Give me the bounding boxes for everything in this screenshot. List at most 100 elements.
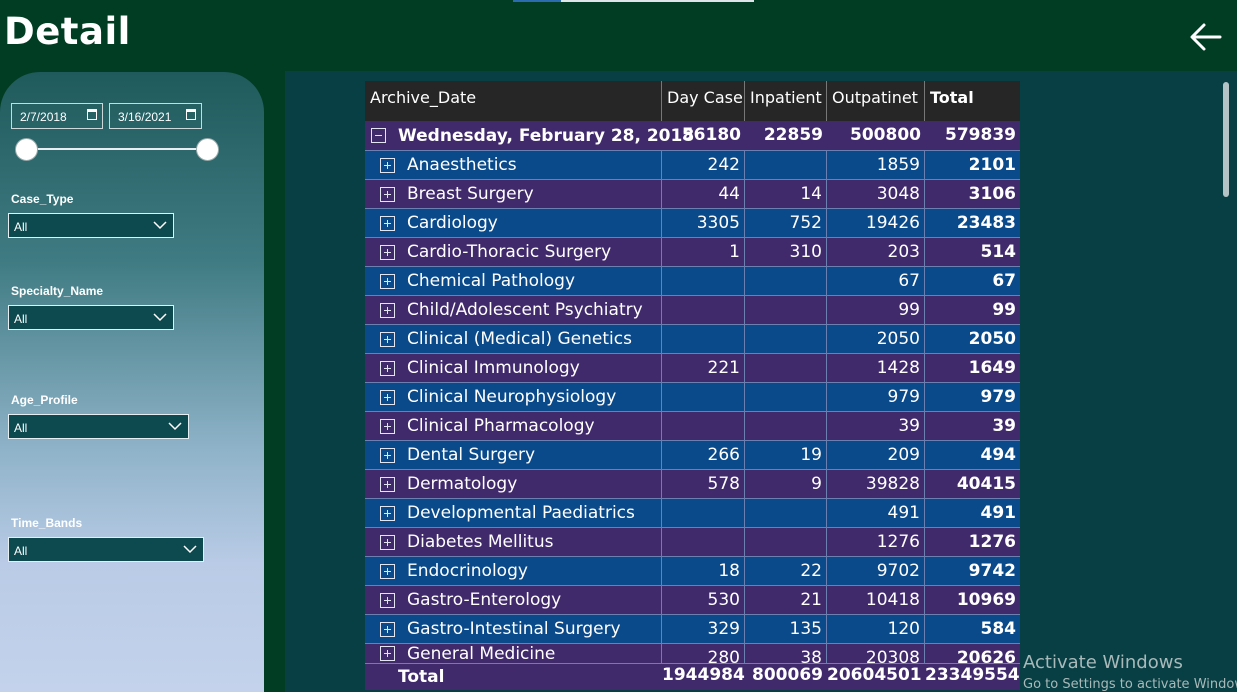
specialty-name-cell: Breast Surgery	[365, 180, 662, 208]
column-header-outpatient[interactable]: Outpatinet	[827, 81, 925, 121]
expand-icon[interactable]	[380, 389, 395, 405]
expand-icon[interactable]	[380, 447, 395, 463]
outpatient-cell: 1859	[827, 151, 925, 179]
outpatient-cell: 3048	[827, 180, 925, 208]
total-cell: 9742	[968, 560, 1016, 581]
expand-icon[interactable]	[380, 157, 395, 173]
chevron-down-icon	[153, 313, 167, 322]
specialty-name-cell: Child/Adolescent Psychiatry	[365, 296, 662, 324]
expand-icon[interactable]	[380, 505, 395, 521]
total-cell: 584	[980, 618, 1017, 639]
expand-icon[interactable]	[380, 244, 395, 260]
expand-icon[interactable]	[380, 186, 395, 202]
column-header-total[interactable]: Total	[930, 88, 974, 107]
inpatient-cell	[745, 499, 827, 527]
chevron-down-icon	[153, 221, 167, 230]
expand-icon[interactable]	[380, 331, 395, 347]
specialty-name-cell: General Medicine	[365, 644, 662, 664]
expand-icon[interactable]	[380, 273, 395, 289]
total-cell: 10969	[956, 589, 1016, 610]
outpatient-cell: 67	[827, 267, 925, 295]
table-row: Gastro-Enterology 530 21 10418 10969	[365, 586, 1020, 615]
specialty-name-dropdown[interactable]: All	[8, 305, 174, 330]
case-type-value: All	[14, 220, 28, 234]
calendar-icon[interactable]	[87, 109, 97, 120]
specialty-name-cell: Gastro-Intestinal Surgery	[365, 615, 662, 643]
age-profile-value: All	[14, 421, 28, 435]
date-range-slider-track[interactable]	[26, 148, 207, 150]
column-header-day-case[interactable]: Day Case	[662, 81, 745, 121]
day-case-cell: 530	[662, 586, 745, 614]
inpatient-cell	[745, 412, 827, 440]
outpatient-cell: 99	[827, 296, 925, 324]
specialty-label: Anaesthetics	[407, 155, 517, 175]
start-date-input[interactable]: 2/7/2018	[11, 103, 103, 129]
expand-icon[interactable]	[380, 476, 395, 492]
totals-total: 23349554	[925, 665, 1020, 685]
specialty-name-cell: Cardiology	[365, 209, 662, 237]
column-header-archive-date[interactable]: Archive_Date	[365, 81, 662, 121]
inpatient-cell	[745, 354, 827, 382]
table-row: Endocrinology 18 22 9702 9742	[365, 557, 1020, 586]
column-header-inpatient[interactable]: Inpatient	[745, 81, 827, 121]
expand-icon[interactable]	[380, 418, 395, 434]
table-row: Clinical Neurophysiology 979 979	[365, 383, 1020, 412]
arrow-left-icon[interactable]	[1189, 20, 1223, 54]
outpatient-cell: 20308	[827, 644, 925, 663]
outpatient-cell: 39	[827, 412, 925, 440]
day-case-cell: 18	[662, 557, 745, 585]
day-case-cell: 221	[662, 354, 745, 382]
page-tabs[interactable]	[513, 0, 754, 2]
specialty-label: Gastro-Intestinal Surgery	[407, 619, 621, 639]
table-row: Cardio-Thoracic Surgery 1 310 203 514	[365, 238, 1020, 267]
expand-icon[interactable]	[380, 534, 395, 550]
expand-icon[interactable]	[380, 592, 395, 608]
matrix-body: Anaesthetics 242 1859 2101 Breast Surgery 44 1…	[365, 151, 1020, 664]
expand-icon[interactable]	[380, 646, 395, 661]
expand-icon[interactable]	[380, 360, 395, 376]
outpatient-cell: 10418	[827, 586, 925, 614]
day-case-cell: 280	[662, 644, 745, 663]
start-date-value: 2/7/2018	[20, 110, 67, 124]
inpatient-cell: 21	[745, 586, 827, 614]
matrix-table: Archive_Date Day Case Inpatient Outpatin…	[365, 81, 1020, 690]
expand-icon[interactable]	[380, 215, 395, 231]
expand-icon[interactable]	[380, 563, 395, 579]
time-bands-dropdown[interactable]: All	[8, 537, 204, 562]
group-row: Wednesday, February 28, 2018 56180 22859…	[365, 121, 1020, 151]
total-cell: 23483	[956, 212, 1016, 233]
specialty-label: Cardiology	[407, 213, 498, 233]
total-cell: 1276	[968, 531, 1016, 552]
total-cell: 67	[992, 270, 1016, 291]
specialty-label: General Medicine	[407, 644, 556, 664]
age-profile-label: Age_Profile	[11, 393, 78, 407]
vertical-scrollbar[interactable]	[1221, 82, 1231, 687]
day-case-cell	[662, 499, 745, 527]
inpatient-cell	[745, 296, 827, 324]
age-profile-dropdown[interactable]: All	[8, 414, 189, 439]
calendar-icon[interactable]	[186, 109, 196, 120]
inpatient-cell: 135	[745, 615, 827, 643]
outpatient-cell: 19426	[827, 209, 925, 237]
end-date-input[interactable]: 3/16/2021	[109, 103, 202, 129]
day-case-cell: 578	[662, 470, 745, 498]
date-slider-start-handle[interactable]	[15, 138, 38, 161]
table-row: Gastro-Intestinal Surgery 329 135 120 584	[365, 615, 1020, 644]
expand-icon[interactable]	[380, 302, 395, 318]
total-cell: 979	[980, 386, 1017, 407]
inpatient-cell	[745, 151, 827, 179]
group-total: 579839	[945, 125, 1016, 145]
specialty-label: Clinical Pharmacology	[407, 416, 595, 436]
table-row: Dermatology 578 9 39828 40415	[365, 470, 1020, 499]
outpatient-cell: 203	[827, 238, 925, 266]
outpatient-cell: 1428	[827, 354, 925, 382]
group-label-cell: Wednesday, February 28, 2018	[365, 121, 694, 150]
date-slider-end-handle[interactable]	[196, 138, 219, 161]
collapse-icon[interactable]	[371, 128, 386, 143]
case-type-label: Case_Type	[11, 192, 74, 206]
expand-icon[interactable]	[380, 621, 395, 637]
case-type-dropdown[interactable]: All	[8, 213, 174, 238]
specialty-label: Child/Adolescent Psychiatry	[407, 300, 643, 320]
scrollbar-thumb[interactable]	[1223, 82, 1229, 197]
day-case-cell	[662, 267, 745, 295]
